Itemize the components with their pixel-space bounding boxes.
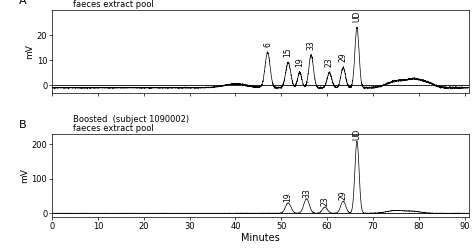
Text: 19: 19 bbox=[284, 192, 293, 202]
Text: UD: UD bbox=[353, 129, 362, 140]
Text: UD: UD bbox=[353, 11, 362, 22]
Text: 19: 19 bbox=[295, 57, 304, 67]
Text: 15: 15 bbox=[284, 48, 293, 57]
Text: 29: 29 bbox=[339, 53, 348, 62]
Text: Boosted  (subject 1090002): Boosted (subject 1090002) bbox=[73, 115, 189, 124]
Text: 23: 23 bbox=[325, 57, 334, 67]
Text: 6: 6 bbox=[263, 42, 272, 47]
Text: 33: 33 bbox=[307, 40, 316, 50]
Y-axis label: mV: mV bbox=[20, 168, 29, 183]
Text: 23: 23 bbox=[320, 196, 329, 206]
Text: B: B bbox=[19, 120, 27, 130]
Text: 29: 29 bbox=[339, 191, 348, 200]
Text: 33: 33 bbox=[302, 188, 311, 198]
Text: faeces extract pool: faeces extract pool bbox=[73, 0, 154, 9]
Text: A: A bbox=[19, 0, 27, 6]
X-axis label: Minutes: Minutes bbox=[241, 233, 280, 243]
Text: faeces extract pool: faeces extract pool bbox=[73, 124, 154, 133]
Y-axis label: mV: mV bbox=[25, 44, 34, 59]
